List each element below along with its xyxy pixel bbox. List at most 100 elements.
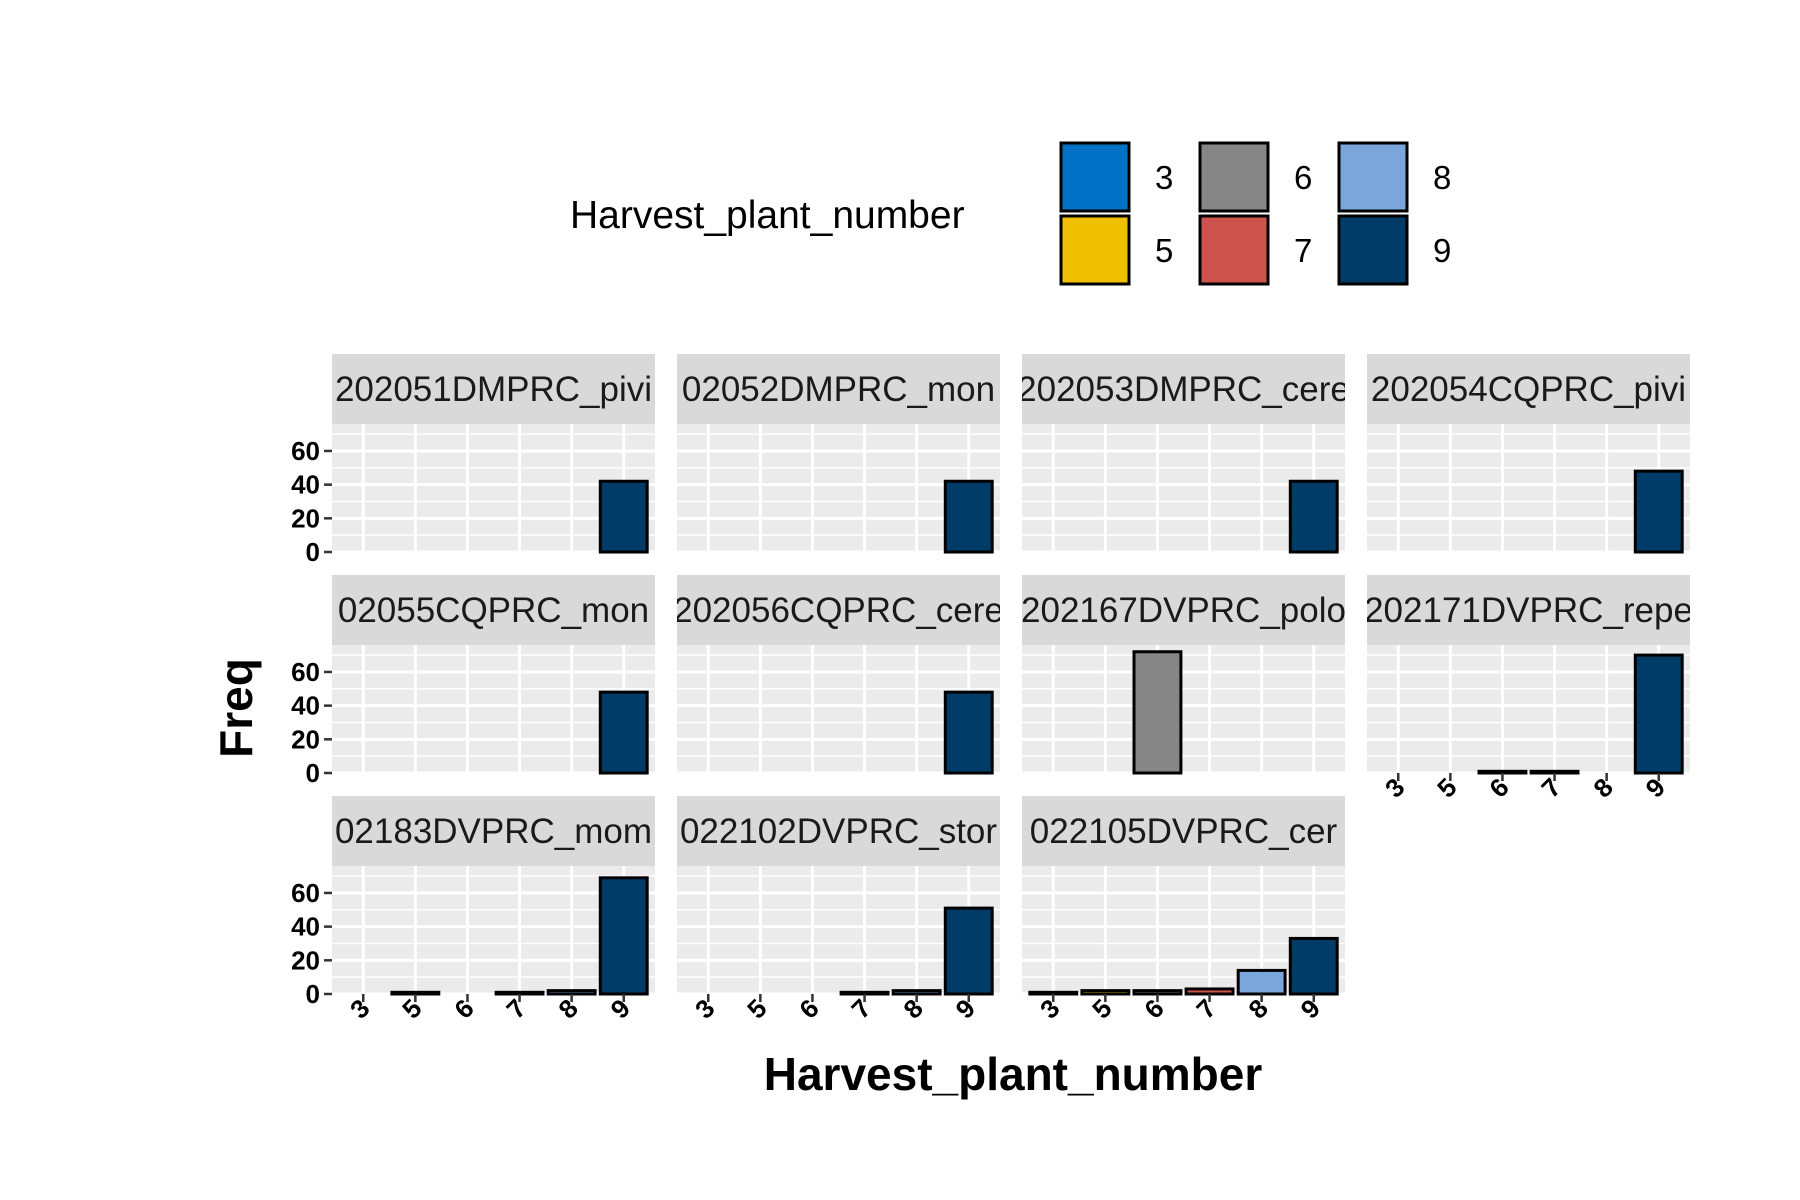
legend-label-7: 7 [1294, 232, 1312, 269]
bar-3 [1028, 990, 1079, 996]
facet-strip [1022, 796, 1345, 866]
y-tick-label: 40 [291, 470, 320, 500]
legend-key-7 [1198, 214, 1270, 286]
x-tick-label: 6 [448, 993, 479, 1024]
facet-strip [1367, 575, 1690, 645]
facet-strip [1022, 354, 1345, 424]
facet-panel: 022102DVPRC_stor 3 5 6 7 8 9 [677, 796, 1000, 1024]
facet-strip-label: 02052DMPRC_mon [682, 370, 995, 409]
bar-6 [1132, 650, 1183, 775]
x-tick-label: 5 [1086, 993, 1117, 1024]
legend-title: Harvest_plant_number [570, 194, 965, 237]
x-tick-label: 7 [1190, 993, 1221, 1024]
bar-9 [598, 479, 649, 554]
x-tick-label: 6 [793, 993, 824, 1024]
facet-panel: 022105DVPRC_cer 3 5 6 7 8 9 [1022, 796, 1345, 1024]
facet-strip [332, 354, 655, 424]
x-tick-label: 7 [845, 993, 876, 1024]
y-tick-label: 0 [306, 979, 320, 1009]
bar-9 [598, 876, 649, 996]
x-tick-label: 7 [500, 993, 531, 1024]
panel-background [1022, 645, 1345, 773]
bar-9 [1288, 479, 1339, 554]
legend-key-6 [1198, 141, 1270, 213]
y-tick-label: 20 [291, 503, 320, 533]
bar-5 [390, 990, 441, 996]
legend-label-9: 9 [1433, 232, 1451, 269]
x-tick-label: 3 [689, 993, 720, 1024]
facet-panel: 02052DMPRC_mon [677, 354, 1000, 554]
bar-9 [1288, 936, 1339, 996]
x-tick-label: 8 [552, 993, 583, 1024]
y-tick-label: 60 [291, 657, 320, 687]
facet-strip-label: 202051DMPRC_pivi [335, 370, 652, 409]
x-tick-label: 9 [950, 993, 981, 1024]
bar-9 [598, 690, 649, 775]
bar-6 [1132, 989, 1183, 996]
bar-8 [891, 989, 942, 996]
y-tick-label: 60 [291, 436, 320, 466]
x-tick-label: 8 [1242, 993, 1273, 1024]
bar-9 [943, 690, 994, 775]
bar-8 [1236, 968, 1287, 996]
facet-panel: 202056CQPRC_cere [677, 575, 1000, 775]
facet-strip-label: 202171DVPRC_repe [1364, 591, 1693, 630]
y-tick-label: 0 [306, 758, 320, 788]
facet-strip [332, 796, 655, 866]
facet-strip-label: 022102DVPRC_stor [680, 812, 997, 851]
legend-label-5: 5 [1155, 232, 1173, 269]
bar-7 [1529, 769, 1580, 775]
bar-7 [494, 990, 545, 996]
x-tick-label: 3 [1034, 993, 1065, 1024]
x-tick-label: 3 [344, 993, 375, 1024]
x-tick-label: 6 [1138, 993, 1169, 1024]
y-tick-label: 20 [291, 724, 320, 754]
bar-9 [1633, 469, 1684, 554]
facet-strip [677, 354, 1000, 424]
bar-5 [1080, 989, 1131, 996]
bar-9 [943, 479, 994, 554]
bar-6 [1477, 769, 1528, 775]
legend-key-9 [1337, 214, 1409, 286]
facet-strip-label: 02183DVPRC_mom [335, 812, 652, 851]
legend-label-8: 8 [1433, 159, 1451, 196]
x-tick-label: 3 [1379, 772, 1410, 803]
facet-strip-label: 022105DVPRC_cer [1030, 812, 1338, 851]
x-tick-label: 9 [1295, 993, 1326, 1024]
legend: Harvest_plant_number 3 5 6 7 8 9 [570, 141, 1451, 286]
bar-9 [943, 906, 994, 996]
legend-key-5 [1059, 214, 1131, 286]
facet-strip-label: 02055CQPRC_mon [338, 591, 649, 630]
facet-strip [332, 575, 655, 645]
bar-7 [839, 990, 890, 996]
x-axis-title: Harvest_plant_number [764, 1048, 1263, 1100]
x-tick-label: 8 [897, 993, 928, 1024]
facet-strip-label: 202054CQPRC_pivi [1371, 370, 1686, 409]
facet-panel: 202053DMPRC_cere [1017, 354, 1350, 554]
x-tick-label: 9 [605, 993, 636, 1024]
x-tick-label: 7 [1535, 772, 1566, 803]
facet-strip [677, 796, 1000, 866]
facet-panel: 202171DVPRC_repe 3 5 6 7 8 9 [1364, 575, 1693, 803]
bar-7 [1184, 987, 1235, 996]
y-tick-label: 60 [291, 878, 320, 908]
facet-strip-label: 202167DVPRC_polo [1021, 591, 1346, 630]
facet-panel: 202167DVPRC_polo [1021, 575, 1346, 775]
x-tick-label: 8 [1587, 772, 1618, 803]
facet-strip [1022, 575, 1345, 645]
legend-key-8 [1337, 141, 1409, 213]
bar-8 [546, 989, 597, 996]
x-tick-label: 5 [1431, 772, 1462, 803]
legend-key-3 [1059, 141, 1131, 213]
x-tick-label: 5 [396, 993, 427, 1024]
legend-label-6: 6 [1294, 159, 1312, 196]
y-tick-label: 0 [306, 537, 320, 567]
facet-strip [677, 575, 1000, 645]
y-tick-label: 20 [291, 945, 320, 975]
x-tick-label: 9 [1640, 772, 1671, 803]
x-tick-label: 6 [1483, 772, 1514, 803]
facet-strip-label: 202053DMPRC_cere [1017, 370, 1350, 409]
